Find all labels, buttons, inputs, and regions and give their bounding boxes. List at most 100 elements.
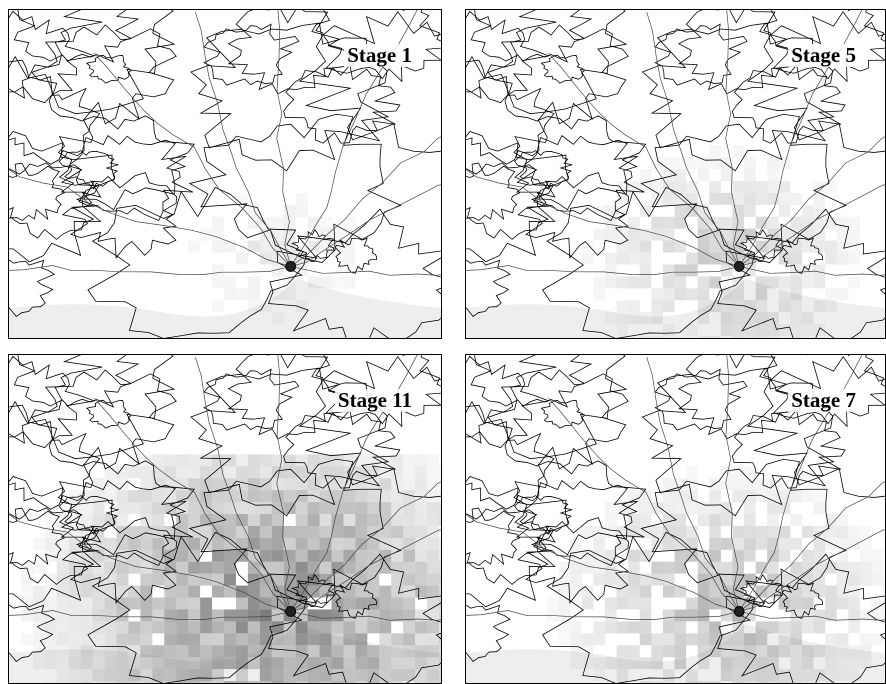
shading-cell — [686, 525, 698, 538]
shading-cell — [391, 585, 404, 598]
shading-cell — [593, 228, 606, 241]
shading-cell — [224, 681, 236, 683]
shading-cell — [697, 657, 710, 670]
shading-cell — [415, 669, 428, 682]
shading-cell — [271, 454, 284, 467]
shading-cell — [605, 264, 617, 277]
shading-cell — [379, 645, 392, 658]
shading-cell — [825, 300, 837, 313]
shading-cell — [628, 561, 640, 574]
river-line — [195, 11, 291, 267]
shading-cell — [709, 514, 721, 526]
shading-cell — [307, 490, 320, 503]
shading-cell — [391, 490, 404, 503]
shading-cell — [140, 609, 153, 622]
shading-cell — [391, 669, 404, 682]
shading-cell — [68, 502, 81, 515]
shading-cell — [709, 502, 721, 515]
shading-cell — [790, 537, 802, 550]
shading-cell — [259, 216, 272, 229]
shading-cell — [32, 597, 45, 610]
shading-cell — [616, 645, 629, 658]
site-marker — [285, 605, 297, 617]
shading-cell — [176, 573, 189, 586]
shading-cell — [283, 288, 296, 301]
shading-cell — [92, 633, 105, 646]
shading-cell — [720, 264, 733, 277]
shading-cell — [104, 537, 117, 550]
shading-cell — [547, 597, 559, 610]
shading-cell — [755, 537, 768, 550]
shading-cell — [152, 478, 165, 491]
shading-cell — [235, 514, 248, 526]
shading-cell — [639, 621, 652, 634]
shading-cell — [744, 192, 756, 205]
shading-cell — [152, 645, 165, 658]
shading-cell — [581, 597, 594, 610]
shading-cell — [343, 490, 356, 503]
shading-cell — [235, 478, 248, 491]
shading-cell — [415, 502, 428, 515]
shading-cell — [403, 621, 416, 634]
shading-cell — [674, 525, 687, 538]
contour-line — [654, 368, 748, 431]
shading-cell — [859, 525, 872, 538]
shading-cell — [140, 657, 153, 670]
shading-cell — [259, 669, 272, 682]
shading-cell — [176, 597, 189, 610]
shading-cell — [639, 169, 652, 181]
shading-cell — [744, 264, 756, 277]
shading-cell — [212, 490, 225, 503]
shading-cell — [379, 525, 392, 538]
shading-cell — [212, 525, 225, 538]
shading-cell — [355, 454, 368, 467]
shading-cell — [355, 478, 368, 491]
shading-cell — [319, 466, 332, 479]
shading-cell — [639, 573, 652, 586]
shading-cell — [439, 621, 441, 634]
shading-cell — [616, 502, 629, 515]
shading-cell — [616, 312, 629, 325]
shading-cell — [674, 585, 687, 598]
shading-cell — [319, 525, 332, 538]
shading-cell — [439, 561, 441, 574]
shading-cell — [732, 669, 745, 682]
shading-cell — [343, 216, 356, 229]
shading-cell — [755, 312, 768, 325]
shading-cell — [68, 585, 81, 598]
shading-cell — [662, 585, 675, 598]
shading-cell — [825, 561, 837, 574]
shading-cell — [755, 300, 768, 313]
shading-cell — [200, 490, 213, 503]
shading-cell — [212, 621, 225, 634]
shading-cell — [605, 216, 617, 229]
shading-cell — [709, 561, 721, 574]
shading-cell — [116, 585, 129, 598]
shading-cell — [331, 621, 344, 634]
shading-cell — [343, 537, 356, 550]
shading-cell — [403, 525, 416, 538]
shading-cell — [558, 585, 571, 598]
shading-cell — [697, 514, 710, 526]
shading-cell — [247, 276, 260, 289]
shading-cell — [767, 585, 779, 598]
shading-cell — [116, 645, 129, 658]
shading-cell — [720, 466, 733, 479]
shading-cell — [427, 454, 440, 467]
shading-cell — [235, 621, 248, 634]
shading-cell — [439, 669, 441, 682]
shading-cell — [732, 312, 745, 325]
shading-cell — [859, 573, 872, 586]
shading-cell — [767, 324, 779, 337]
shading-cell — [367, 502, 380, 515]
river-lines — [9, 10, 441, 276]
shading-cell — [871, 597, 884, 610]
shading-cell — [247, 681, 260, 683]
shading-cell — [744, 180, 756, 193]
shading-cell — [403, 669, 416, 682]
shading-cell — [307, 549, 320, 562]
shading-cell — [128, 681, 141, 683]
shading-cell — [593, 537, 606, 550]
contour-lines — [9, 10, 441, 338]
shading-cell — [744, 657, 756, 670]
